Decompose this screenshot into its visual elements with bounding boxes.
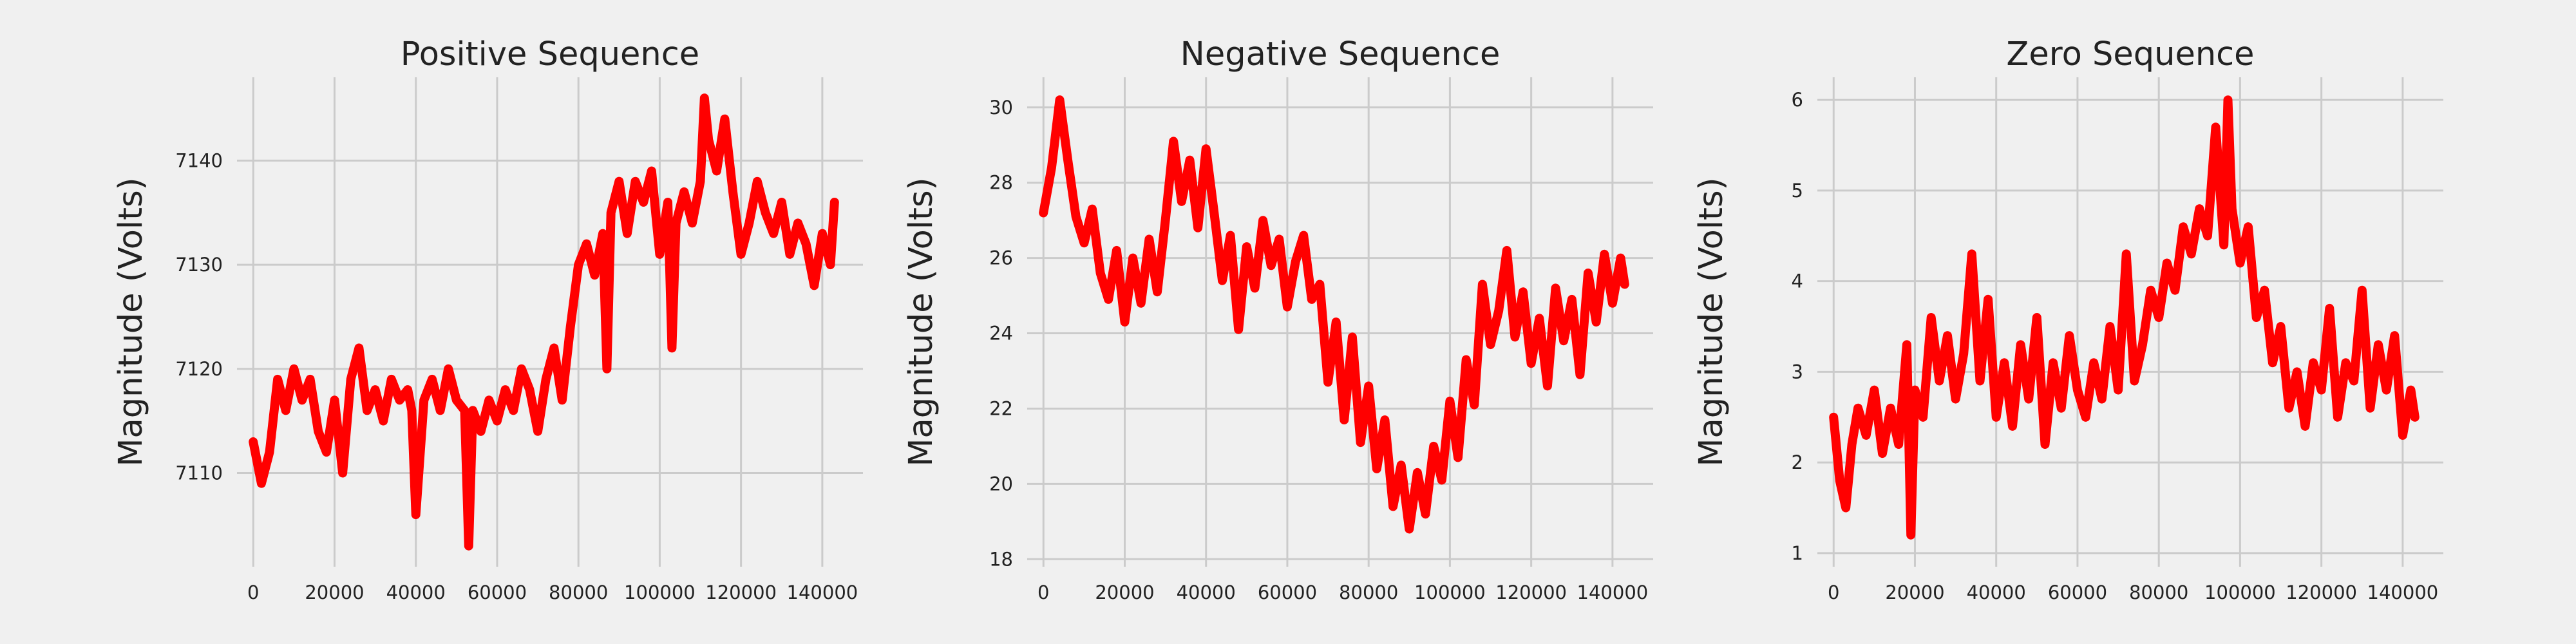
chart-panel-1: 0 20000 40000 60000 80000 100000 120000 140000 7…: [112, 35, 863, 603]
x-tick-label: 120000: [705, 582, 777, 603]
x-tick-label: 20000: [1885, 582, 1944, 603]
y-tick-label: 6: [1792, 89, 1803, 111]
x-tick-label: 80000: [549, 582, 608, 603]
x-tick-label: 100000: [624, 582, 696, 603]
x-tick-label: 0: [1037, 582, 1049, 603]
chart-panel-2: 0 20000 40000 60000 80000 100000 120000 140000 1…: [902, 35, 1653, 603]
y-axis-label: Magnitude (Volts): [1692, 177, 1730, 466]
x-tick-label: 100000: [1414, 582, 1486, 603]
x-tick-label: 0: [247, 582, 259, 603]
x-tick-label: 20000: [305, 582, 364, 603]
y-tick-label: 18: [989, 548, 1013, 570]
y-tick-label: 1: [1792, 542, 1803, 564]
y-tick-label: 5: [1792, 180, 1803, 202]
y-tick-label: 2: [1792, 451, 1803, 473]
x-tick-label: 140000: [787, 582, 858, 603]
y-tick-label: 7120: [175, 358, 223, 380]
y-tick-label: 7110: [175, 462, 223, 484]
x-tick-label: 60000: [1258, 582, 1317, 603]
x-tick-label: 60000: [468, 582, 527, 603]
x-tick-label: 40000: [1177, 582, 1236, 603]
x-tick-label: 120000: [1495, 582, 1567, 603]
chart-title: Zero Sequence: [2006, 35, 2254, 73]
series-line-1: [249, 93, 839, 551]
y-axis-label: Magnitude (Volts): [902, 177, 940, 466]
y-tick-label: 7140: [175, 149, 223, 171]
y-tick-label: 3: [1792, 361, 1803, 383]
y-tick-label: 4: [1792, 270, 1803, 292]
x-tick-label: 100000: [2204, 582, 2276, 603]
y-tick-label: 7130: [175, 254, 223, 276]
y-axis-label: Magnitude (Volts): [112, 177, 150, 466]
x-tick-label: 40000: [1967, 582, 2026, 603]
series-line-1: [1829, 95, 2420, 540]
x-tick-label: 80000: [2129, 582, 2188, 603]
x-tick-label: 40000: [386, 582, 446, 603]
x-tick-label: 140000: [2367, 582, 2439, 603]
y-tick-label: 26: [989, 247, 1013, 269]
x-tick-label: 140000: [1577, 582, 1649, 603]
chart-panel-3: 0 20000 40000 60000 80000 100000 120000 140000 1…: [1692, 35, 2443, 603]
y-tick-label: 28: [989, 172, 1013, 194]
x-tick-label: 80000: [1339, 582, 1398, 603]
y-tick-label: 30: [989, 97, 1013, 118]
series-line-1: [1039, 95, 1629, 534]
x-tick-label: 120000: [2286, 582, 2357, 603]
chart-title: Negative Sequence: [1180, 35, 1501, 73]
y-tick-label: 24: [989, 323, 1013, 345]
y-tick-label: 20: [989, 473, 1013, 495]
x-tick-label: 0: [1828, 582, 1839, 603]
x-tick-label: 60000: [2048, 582, 2107, 603]
y-tick-label: 22: [989, 397, 1013, 419]
x-tick-label: 20000: [1095, 582, 1154, 603]
chart-title: Positive Sequence: [401, 35, 699, 73]
